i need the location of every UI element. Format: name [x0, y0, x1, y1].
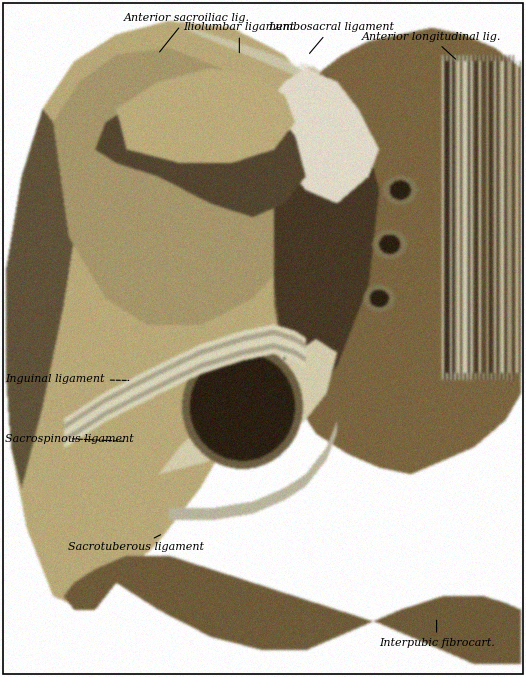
Text: Sacrospinous ligament: Sacrospinous ligament: [5, 434, 134, 443]
Text: Anterior longitudinal lig.: Anterior longitudinal lig.: [362, 32, 501, 59]
Text: Sacrotuberous ligament: Sacrotuberous ligament: [68, 535, 205, 552]
Text: Anterior sacroiliac lig.: Anterior sacroiliac lig.: [124, 13, 250, 52]
Text: Interpubic fibrocart.: Interpubic fibrocart.: [379, 620, 494, 648]
Text: Iliolumbar ligament: Iliolumbar ligament: [184, 22, 295, 53]
Text: Inguinal ligament: Inguinal ligament: [5, 374, 129, 384]
Text: Lumbosacral ligament: Lumbosacral ligament: [268, 22, 394, 53]
